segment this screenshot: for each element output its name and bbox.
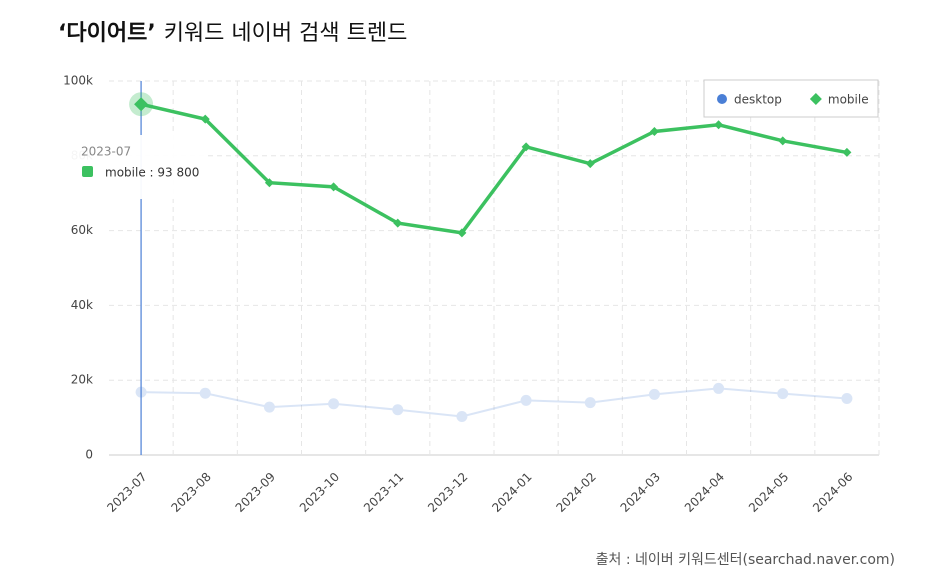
point (264, 178, 274, 188)
y-tick-label: 100k (63, 74, 93, 88)
x-tick-label: 2024-03 (618, 470, 663, 515)
legend-marker (809, 93, 822, 105)
point (842, 147, 852, 157)
point (456, 410, 468, 422)
legend-box (703, 79, 879, 118)
series-line (140, 102, 848, 235)
x-tick-label: 2023-11 (361, 470, 406, 515)
x-tick-label: 2024-06 (810, 470, 855, 515)
point (135, 386, 147, 398)
x-tick-label: 2024-04 (682, 470, 727, 515)
legend-label: mobile (828, 93, 869, 107)
y-tick-label: 60k (71, 223, 93, 237)
x-tick-label: 2023-07 (104, 470, 149, 515)
series (135, 382, 853, 422)
point (714, 120, 724, 130)
chart-title: ‘다이어트’ 키워드 네이버 검색 트렌드 (58, 21, 407, 46)
point (392, 404, 404, 416)
y-tick-label: 20k (71, 373, 93, 387)
point (200, 114, 210, 124)
point (263, 401, 275, 413)
x-tick-label: 2024-05 (746, 470, 791, 515)
series-line (141, 387, 847, 418)
title-rest: 키워드 네이버 검색 트렌드 (164, 21, 408, 46)
point (199, 387, 211, 399)
point (328, 398, 340, 410)
point (841, 393, 853, 405)
x-tick-label: 2023-09 (233, 470, 278, 515)
tooltip: 2023-07 mobile : 93 800 (70, 135, 208, 199)
x-tick-label: 2024-01 (489, 470, 534, 515)
point (521, 142, 531, 152)
x-tick-label: 2023-08 (168, 470, 213, 515)
point (584, 397, 596, 409)
tooltip-title: 2023-07 (81, 145, 131, 159)
series (129, 92, 852, 238)
title-keyword: ‘다이어트’ (58, 21, 156, 46)
tooltip-swatch (82, 166, 93, 177)
y-tick-label: 40k (71, 298, 93, 312)
x-tick-label: 2024-02 (553, 470, 598, 515)
point (329, 182, 339, 192)
point (520, 394, 532, 406)
y-tick-label: 0 (85, 448, 93, 462)
point (713, 382, 725, 394)
point (393, 218, 403, 228)
source: 출처 : 네이버 키워드센터(searchad.naver.com) (596, 552, 895, 568)
point (777, 388, 789, 400)
legend-marker (717, 94, 727, 104)
legend: desktop mobile (703, 79, 879, 118)
tooltip-text: mobile : 93 800 (105, 166, 199, 180)
point (778, 136, 788, 146)
tooltip-box (70, 135, 208, 199)
point (134, 97, 149, 112)
point (457, 228, 467, 238)
legend-label: desktop (734, 93, 782, 107)
point (648, 388, 660, 400)
point (585, 159, 595, 169)
point (649, 126, 659, 136)
x-tick-label: 2023-12 (425, 470, 470, 515)
x-tick-label: 2023-10 (297, 470, 342, 515)
